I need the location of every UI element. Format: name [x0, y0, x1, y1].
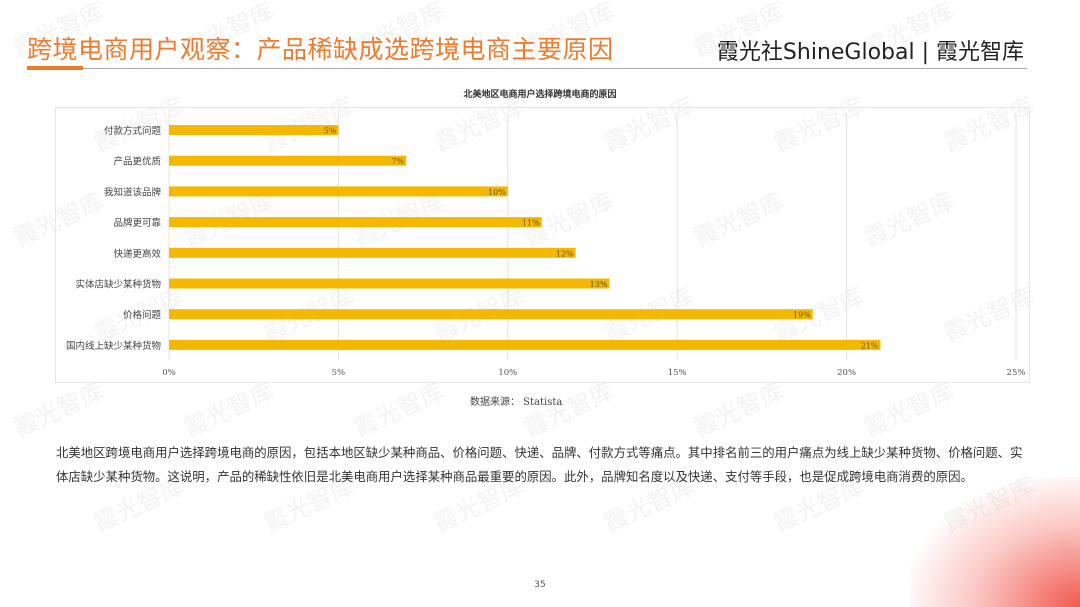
page-title: 跨境电商用户观察：产品稀缺成选跨境电商主要原因: [27, 35, 614, 64]
source-note: 数据来源： Statista: [470, 397, 563, 408]
category-label: 付款方式问题: [104, 125, 162, 137]
category-label: 品牌更可靠: [113, 217, 161, 229]
x-tick-label: 25%: [1007, 368, 1026, 378]
category-label: 价格问题: [123, 309, 162, 321]
category-label: 我知道该品牌: [104, 186, 162, 198]
divider: [27, 68, 1027, 69]
data-label: 12%: [556, 249, 574, 258]
category-label: 实体店缺少某种货物: [75, 279, 161, 291]
bar: [169, 309, 813, 320]
page-number: 35: [534, 580, 546, 590]
data-label: 5%: [324, 127, 337, 136]
brand-logo: 霞光社ShineGlobal | 霞光智库: [716, 40, 1024, 65]
category-label: 产品更优质: [113, 156, 161, 168]
chart-frame: [55, 107, 1030, 383]
bar: [169, 278, 610, 289]
x-tick-label: 0%: [162, 368, 176, 378]
chart-title: 北美地区电商用户选择跨境电商的原因: [463, 90, 617, 100]
data-label: 21%: [861, 341, 879, 350]
bar: [169, 155, 407, 166]
bar-chart: 0% 5% 10% 15% 20% 25% 付款方式问题 5% 产品更优质 7% 我知道该品牌 10%…: [66, 113, 1026, 378]
bar: [169, 125, 339, 135]
divider-accent: [27, 66, 83, 70]
data-label: 19%: [793, 311, 811, 320]
decorative-gradient: [910, 477, 1080, 607]
category-label: 国内线上缺少某种货物: [66, 340, 162, 352]
data-label: 7%: [391, 157, 404, 166]
x-tick-label: 20%: [837, 368, 856, 378]
bar: [169, 217, 542, 228]
data-label: 11%: [522, 219, 540, 228]
bar: [169, 186, 508, 197]
data-label: 13%: [590, 280, 608, 289]
description-paragraph: 北美地区跨境电商用户选择跨境电商的原因，包括本地区缺少某种商品、价格问题、快递、…: [56, 445, 1023, 484]
x-tick-label: 15%: [668, 368, 687, 378]
bar: [169, 247, 576, 258]
data-label: 10%: [488, 188, 506, 197]
bar: [169, 339, 881, 350]
x-tick-label: 10%: [498, 368, 517, 378]
x-tick-label: 5%: [332, 368, 346, 378]
category-label: 快递更高效: [113, 248, 161, 260]
